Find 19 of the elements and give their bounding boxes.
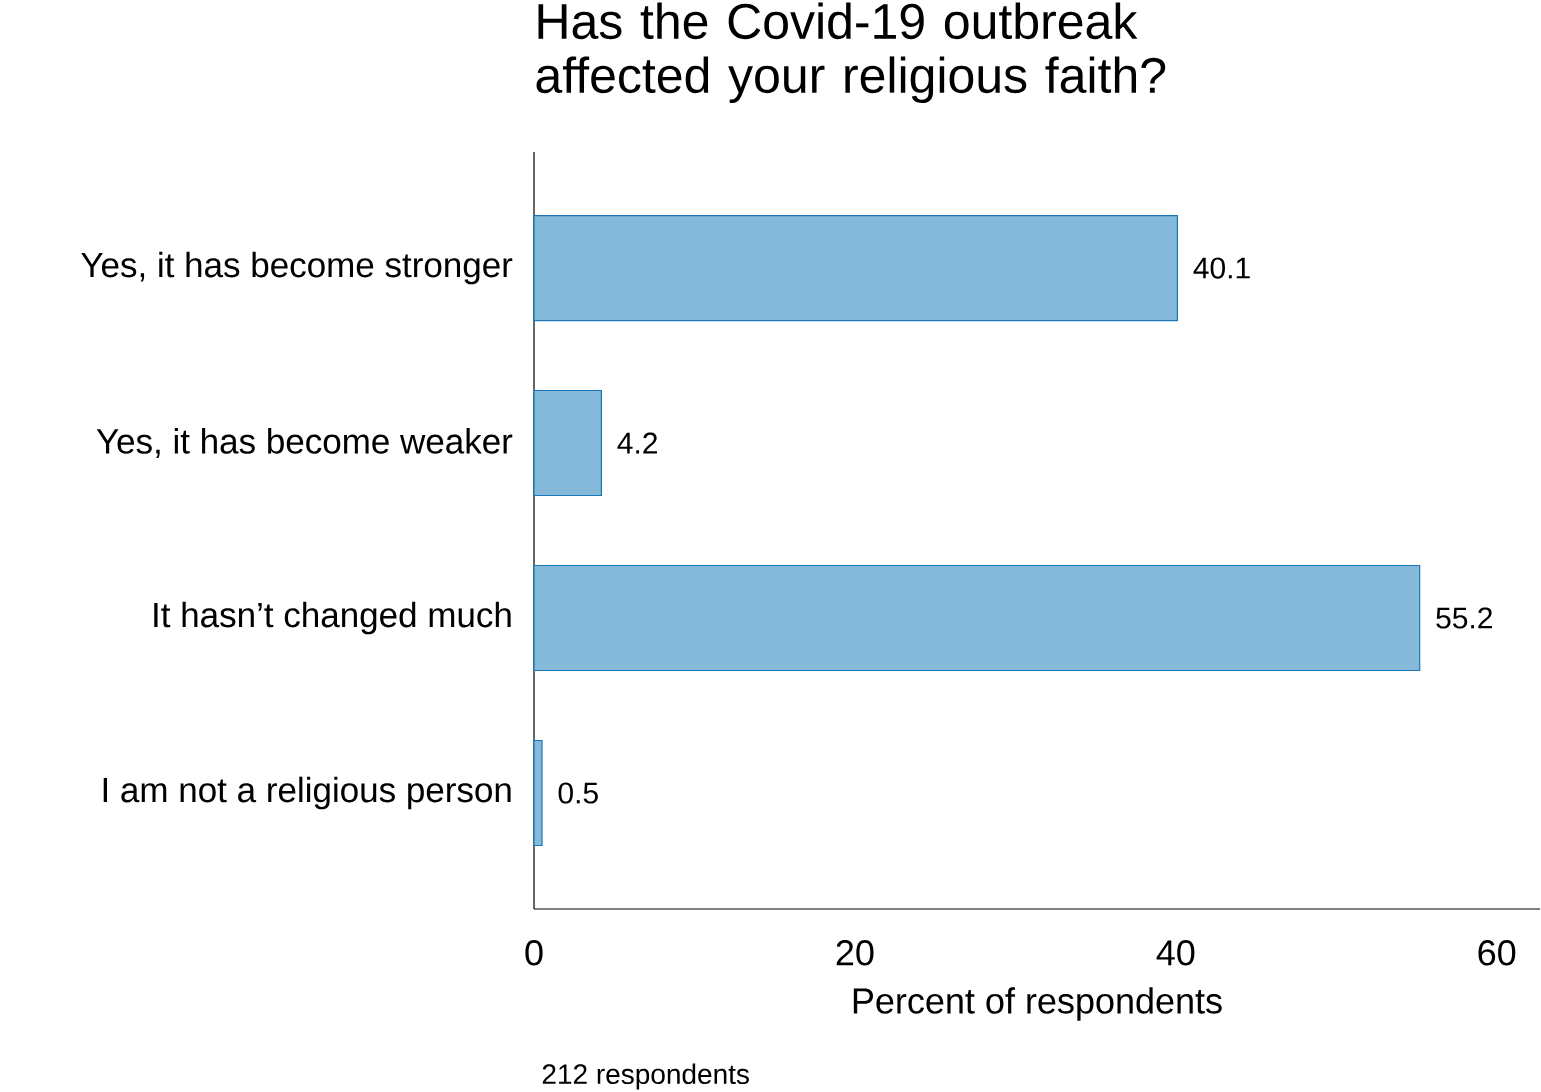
data-label: 55.2: [1436, 607, 1492, 629]
y-tick-label: Yes, it has become stronger: [81, 251, 513, 285]
y-tick-label: I am not a religious person: [103, 776, 511, 810]
x-tick-label: 20: [836, 940, 874, 966]
y-tick-label: Yes, it has become weaker: [96, 428, 513, 458]
x-tick-label: 40: [1156, 940, 1195, 966]
bar: [533, 564, 1421, 672]
x-tick-label: 60: [1478, 940, 1516, 966]
bar: [533, 214, 1178, 322]
chart-title: Has the Covid-19 outbreak affected your religious faith?: [536, 2, 1166, 104]
x-tick-label: 0: [525, 940, 543, 966]
data-label: 40.1: [1193, 257, 1250, 279]
data-label: 4.2: [617, 432, 657, 454]
x-axis-title: Percent of respondents: [853, 987, 1222, 1021]
data-label: 0.5: [558, 782, 598, 804]
bar: [533, 389, 602, 497]
y-tick-label: It hasn’t changed much: [154, 601, 511, 635]
text: 212 respondents: [542, 1063, 749, 1090]
bar: [533, 739, 543, 847]
